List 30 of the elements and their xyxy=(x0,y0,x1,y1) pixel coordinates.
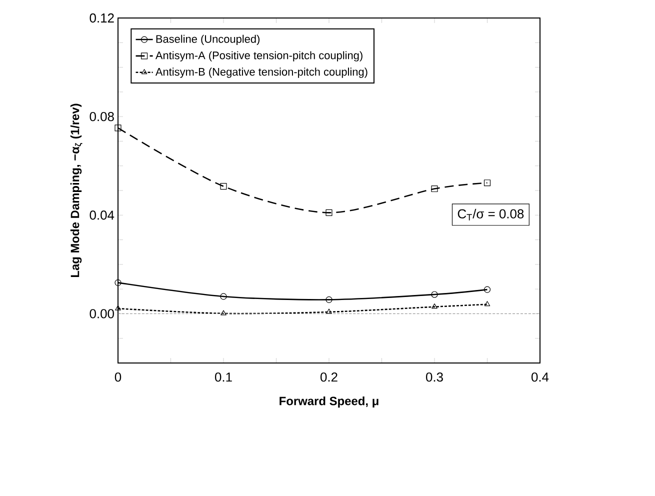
y-tick-label: 0.08 xyxy=(90,112,114,122)
point xyxy=(484,301,490,306)
annotation: C$_{T}$/σ = 0.08 xyxy=(458,208,524,220)
y-tick-label: 0.04 xyxy=(90,210,114,220)
point xyxy=(114,124,122,132)
point xyxy=(114,279,122,286)
x-tick-label: 0.1 xyxy=(215,372,232,382)
point xyxy=(220,293,227,300)
x-tick-label: 0.2 xyxy=(320,372,338,382)
y-tick-label: 0.12 xyxy=(90,13,114,23)
x-tick-label: 0.3 xyxy=(426,372,443,382)
point xyxy=(431,291,438,298)
point xyxy=(484,180,491,186)
point xyxy=(484,286,491,293)
point xyxy=(326,209,332,216)
point xyxy=(432,304,438,309)
point xyxy=(115,305,121,310)
x-tick-label: 0 xyxy=(114,372,122,382)
point xyxy=(220,310,226,316)
point xyxy=(431,185,438,192)
legend-label: Antisym-B (Negative tension-pitch coupling) xyxy=(155,68,368,78)
legend-label: Antisym-A (Positive tension-pitch coupling) xyxy=(155,51,362,62)
y-axis-title: Lag Mode Damping, −α$_{ζ}$ (1/rev) xyxy=(70,104,82,277)
x-axis-title: Forward Speed, μ xyxy=(280,396,378,408)
legend-label: Baseline (Uncoupled) xyxy=(156,34,260,46)
x-tick-label: 0.4 xyxy=(532,372,549,382)
point xyxy=(326,296,332,303)
y-tick-label: 0.00 xyxy=(90,309,114,318)
point xyxy=(220,183,227,190)
point xyxy=(326,308,332,314)
